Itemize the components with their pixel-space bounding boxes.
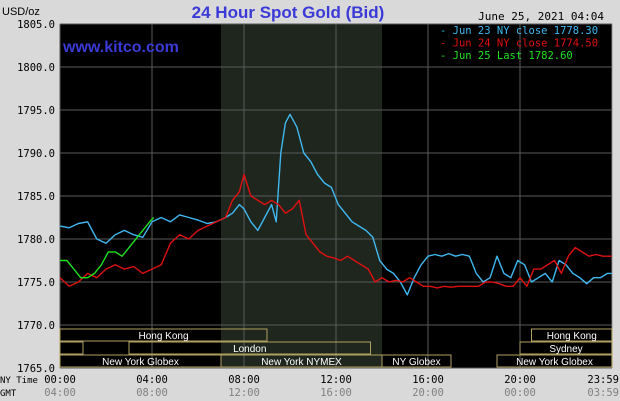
x-tick-label-ny: 08:00 <box>228 374 260 386</box>
series-line <box>60 217 155 279</box>
y-axis: 1805.0 1800.0 1795.0 1790.0 1785.0 1780.0 1775… <box>17 19 55 375</box>
y-tick-label: 1795.0 <box>17 105 55 117</box>
session-band-label: NY Globex <box>392 357 440 368</box>
chart-title: 24 Hour Spot Gold (Bid) <box>192 3 385 22</box>
plot-area: Hong Kong Hong Kong London Sydney New York G… <box>59 23 613 369</box>
session-band <box>496 354 613 368</box>
session-band <box>381 354 452 368</box>
x-axis: NY Time GMT 00:00 04:00 08:00 12:00 16:00 20:… <box>0 374 619 399</box>
x-tick-label-gmt: 08:00 <box>136 387 168 399</box>
session-band-label: New York NYMEX <box>261 357 342 368</box>
series-line <box>59 173 612 289</box>
unit-label: USD/oz <box>2 6 40 18</box>
session-band-label: New York Globex <box>516 357 593 368</box>
y-tick-label: 1770.0 <box>17 320 55 332</box>
y-tick-label: 1790.0 <box>17 148 55 160</box>
y-tick-label: 1805.0 <box>17 19 55 31</box>
ny-time-label: NY Time <box>0 376 38 386</box>
session-band <box>519 341 613 355</box>
x-tick-label-ny: 12:00 <box>320 374 352 386</box>
session-band <box>59 328 268 342</box>
chart-date: June 25, 2021 04:04 <box>478 10 604 23</box>
x-tick-label-gmt: 20:00 <box>412 387 444 399</box>
x-tick-label-gmt: 00:00 <box>504 387 536 399</box>
session-band-label: London <box>233 344 266 355</box>
y-tick-label: 1785.0 <box>17 191 55 203</box>
session-band-label: Hong Kong <box>138 331 188 342</box>
session-band-label: New York Globex <box>102 357 179 368</box>
x-tick-label-gmt: 16:00 <box>320 387 352 399</box>
series-layer <box>59 113 612 296</box>
y-tick-label: 1765.0 <box>17 363 55 375</box>
grid-lines <box>59 23 613 369</box>
x-tick-label-ny: 20:00 <box>504 374 536 386</box>
y-tick-label: 1775.0 <box>17 277 55 289</box>
legend-entry: - Jun 24 NY close 1774.50 <box>440 38 598 50</box>
session-band-label: Sydney <box>549 344 582 355</box>
y-tick-label: 1800.0 <box>17 62 55 74</box>
session-bands: Hong Kong Hong Kong London Sydney New York G… <box>59 328 613 368</box>
session-band-label: Hong Kong <box>547 331 597 342</box>
website-label: www.kitco.com <box>62 39 179 56</box>
legend-entry: - Jun 23 NY close 1778.30 <box>440 25 598 37</box>
x-tick-label-gmt: 12:00 <box>228 387 260 399</box>
x-tick-label-gmt: 03:59 <box>587 387 619 399</box>
x-tick-label-gmt: 04:00 <box>44 387 76 399</box>
gmt-label: GMT <box>0 389 17 399</box>
series-line <box>59 113 612 296</box>
legend: - Jun 23 NY close 1778.30- Jun 24 NY clo… <box>440 25 598 62</box>
x-tick-label-ny: 16:00 <box>412 374 444 386</box>
y-tick-label: 1780.0 <box>17 234 55 246</box>
x-tick-label-ny: 04:00 <box>136 374 168 386</box>
legend-entry: - Jun 25 Last 1782.60 <box>440 50 573 62</box>
session-band <box>128 341 371 355</box>
session-band <box>59 341 84 355</box>
x-tick-label-ny: 00:00 <box>44 374 76 386</box>
x-tick-label-ny: 23:59 <box>587 374 619 386</box>
session-band <box>531 328 613 342</box>
